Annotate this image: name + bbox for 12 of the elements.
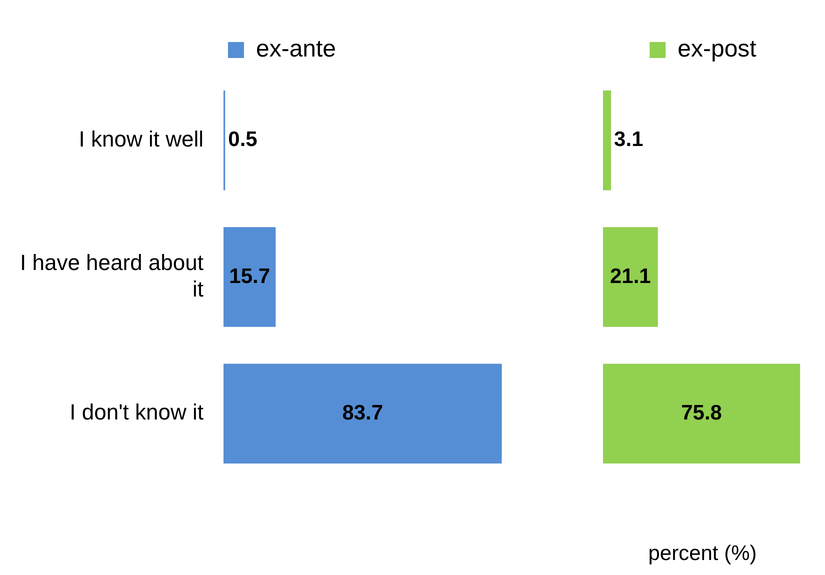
- x-axis-title: percent (%): [647, 542, 758, 566]
- y-tick-label: I don't know it: [70, 400, 204, 425]
- data-label: 83.7: [342, 401, 384, 424]
- data-label: 3.1: [614, 128, 644, 152]
- legend-label: ex-ante: [256, 36, 336, 63]
- data-label: 75.8: [681, 401, 722, 424]
- y-tick-label: I have heard about it: [20, 250, 204, 302]
- y-tick-label: I know it well: [78, 126, 204, 152]
- data-label: 21.1: [610, 264, 652, 288]
- data-label: 0.5: [228, 128, 258, 152]
- data-label: 15.7: [229, 264, 270, 288]
- legend-label: ex-post: [678, 36, 757, 63]
